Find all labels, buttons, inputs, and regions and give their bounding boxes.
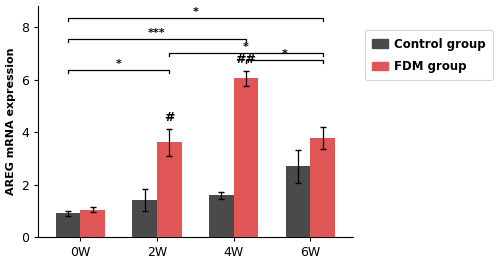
Text: *: * bbox=[116, 59, 121, 69]
Bar bbox=[80, 210, 105, 237]
Legend: Control group, FDM group: Control group, FDM group bbox=[365, 30, 493, 80]
Text: #: # bbox=[164, 111, 174, 124]
Text: ##: ## bbox=[236, 53, 256, 66]
Text: *: * bbox=[192, 7, 198, 17]
Text: *: * bbox=[243, 42, 249, 52]
Text: *: * bbox=[282, 49, 288, 59]
Bar bbox=[132, 200, 157, 237]
Y-axis label: AREG mRNA expression: AREG mRNA expression bbox=[6, 48, 16, 196]
Bar bbox=[234, 78, 258, 237]
Bar bbox=[209, 195, 234, 237]
Bar bbox=[310, 138, 335, 237]
Text: ***: *** bbox=[148, 28, 166, 38]
Bar bbox=[157, 142, 182, 237]
Bar bbox=[286, 166, 310, 237]
Bar bbox=[56, 213, 80, 237]
